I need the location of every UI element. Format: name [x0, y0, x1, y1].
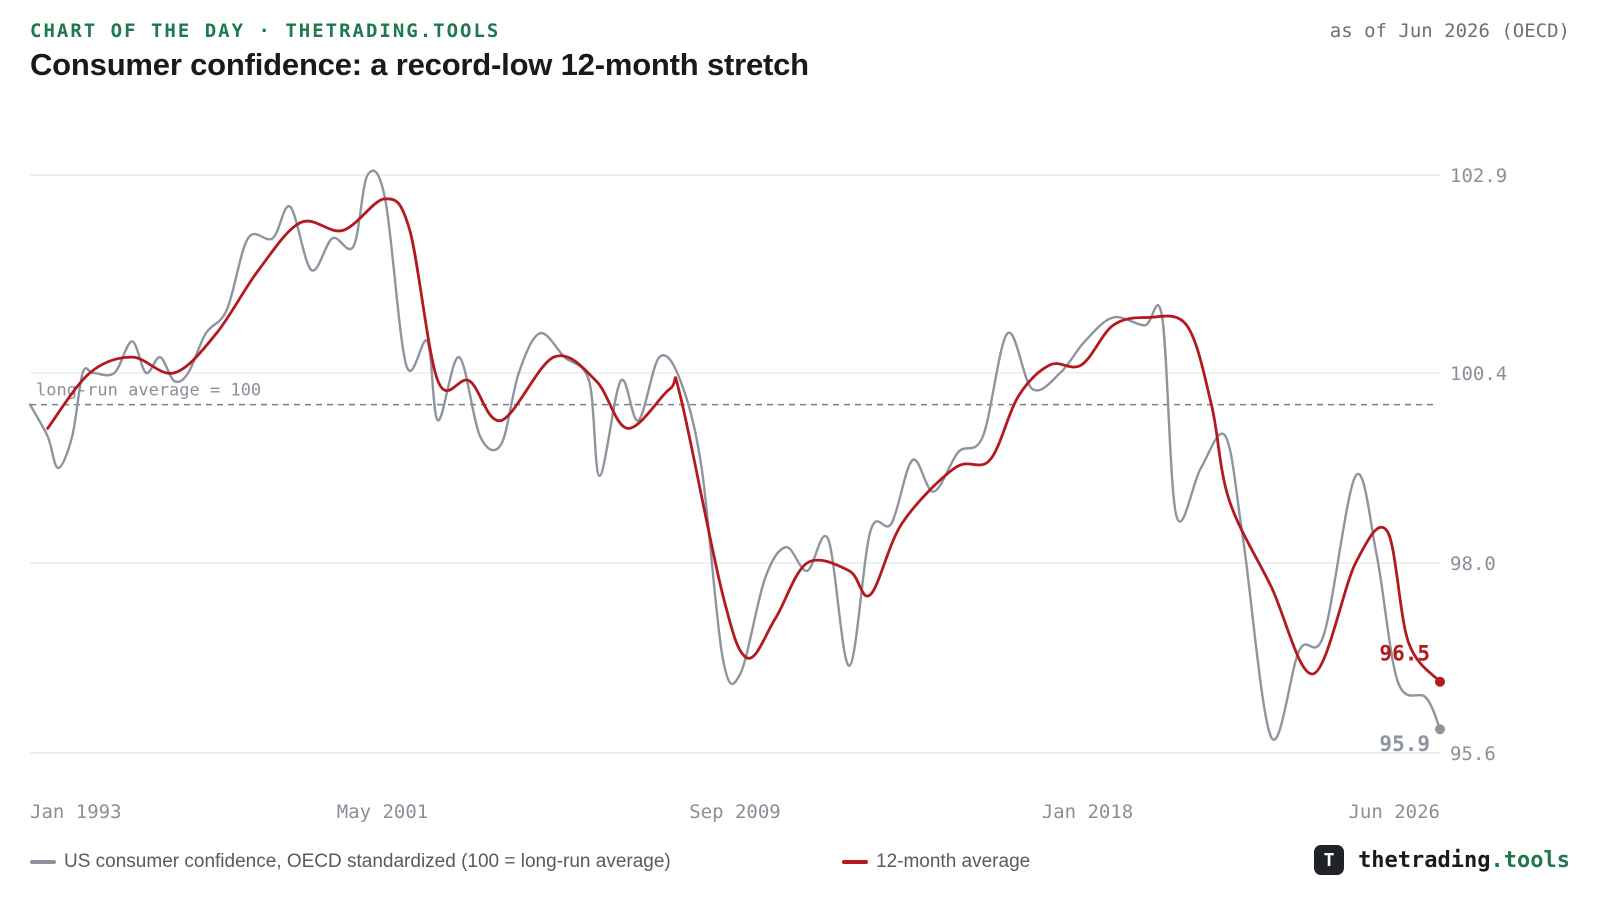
x-tick-label: May 2001 — [337, 801, 429, 823]
legend-swatch-raw — [30, 860, 56, 864]
raw-end-point — [1435, 724, 1445, 735]
legend-label-raw: US consumer confidence, OECD standardize… — [64, 851, 671, 872]
line-chart: long-run average = 100 95.9 96.5 102.9 100… — [28, 165, 1507, 823]
y-tick-label: 98.0 — [1450, 553, 1496, 575]
average-end-label: 96.5 — [1379, 642, 1430, 666]
brand-name: thetrading — [1358, 847, 1491, 873]
reference-line-group: long-run average = 100 — [30, 381, 1434, 406]
legend-swatch-average — [842, 860, 868, 864]
brand-t-icon: T — [1314, 845, 1345, 875]
reference-line-label: long-run average = 100 — [36, 381, 261, 401]
brand-domain: .tools — [1490, 847, 1570, 873]
average-series-line — [46, 197, 1442, 684]
brand-logo: T thetrading .tools — [1314, 843, 1570, 877]
tick-labels: 102.9 100.4 98.0 95.6 Jan 1993 May 2001 Sep 20… — [30, 165, 1507, 823]
x-tick-label: Jan 2018 — [1042, 801, 1134, 823]
raw-series-line — [28, 169, 1442, 741]
x-tick-label: Jan 1993 — [30, 801, 122, 823]
chart-kicker: CHART OF THE DAY · THETRADING.TOOLS — [30, 20, 501, 42]
chart-title: Consumer confidence: a record-low 12-mon… — [30, 47, 809, 82]
legend-label-average: 12-month average — [876, 851, 1031, 872]
x-tick-label: Jun 2026 — [1348, 801, 1440, 823]
y-tick-label: 100.4 — [1450, 363, 1507, 385]
series-group: 95.9 96.5 — [28, 169, 1445, 756]
y-tick-label: 102.9 — [1450, 165, 1507, 187]
average-end-point — [1435, 676, 1445, 687]
gridlines — [30, 174, 1440, 754]
raw-end-label: 95.9 — [1379, 732, 1430, 756]
legend-item-average: 12-month average — [842, 851, 1030, 873]
y-tick-label: 95.6 — [1450, 743, 1496, 765]
x-tick-label: Sep 2009 — [689, 801, 781, 823]
as-of-date: as of Jun 2026 (OECD) — [1329, 20, 1570, 42]
legend-item-raw: US consumer confidence, OECD standardize… — [30, 851, 671, 873]
legend: US consumer confidence, OECD standardize… — [30, 849, 1030, 875]
